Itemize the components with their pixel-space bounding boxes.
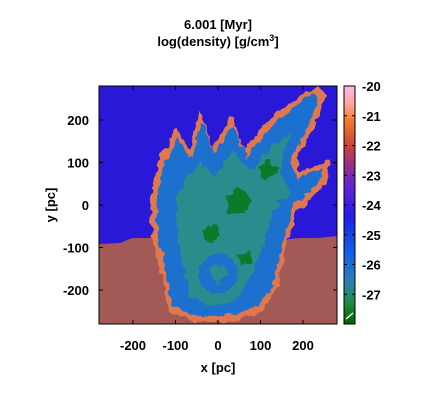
colorbar-tick-label: -22	[362, 139, 381, 154]
x-axis: -200 -100 0 100 200	[120, 86, 314, 353]
y-tick-label: 200	[67, 113, 89, 128]
y-tick-label: -200	[63, 283, 89, 298]
x-tick-label: 0	[214, 338, 221, 353]
y-tick-label: 0	[82, 198, 89, 213]
central-core	[209, 265, 227, 283]
subtitle-exponent: 3	[269, 33, 274, 43]
colorbar-marker	[345, 312, 354, 320]
y-axis-label: y [pc]	[43, 188, 58, 223]
chart-title: 6.001 [Myr]	[184, 17, 252, 32]
x-tick-label: -100	[162, 338, 188, 353]
green-clumps-a	[200, 158, 278, 266]
colorbar-tick-label: -21	[362, 109, 381, 124]
colorbar-tick-label: -25	[362, 228, 381, 243]
colorbar-tick-label: -20	[362, 79, 381, 94]
x-tick-label: -200	[120, 338, 146, 353]
y-axis: 200 100 0 -100 -200	[63, 113, 337, 298]
x-tick-label: 100	[250, 338, 272, 353]
subtitle-main: log(density) [g/cm	[157, 34, 269, 49]
y-tick-label: -100	[63, 241, 89, 256]
subtitle-close: ]	[274, 34, 278, 49]
chart-subtitle: log(density) [g/cm3]	[157, 33, 278, 49]
colorbar-tick-label: -26	[362, 258, 381, 273]
y-tick-label: 100	[67, 156, 89, 171]
colorbar-axis: -20 -21 -22 -23 -24 -25 -26 -27	[344, 79, 382, 302]
density-image	[99, 86, 337, 324]
colorbar-tick-label: -23	[362, 168, 381, 183]
outflow-structure	[150, 86, 330, 322]
x-axis-label: x [pc]	[201, 360, 236, 375]
colorbar-tick-label: -24	[362, 198, 382, 213]
colorbar-tick-label: -27	[362, 287, 381, 302]
x-tick-label: 200	[292, 338, 314, 353]
